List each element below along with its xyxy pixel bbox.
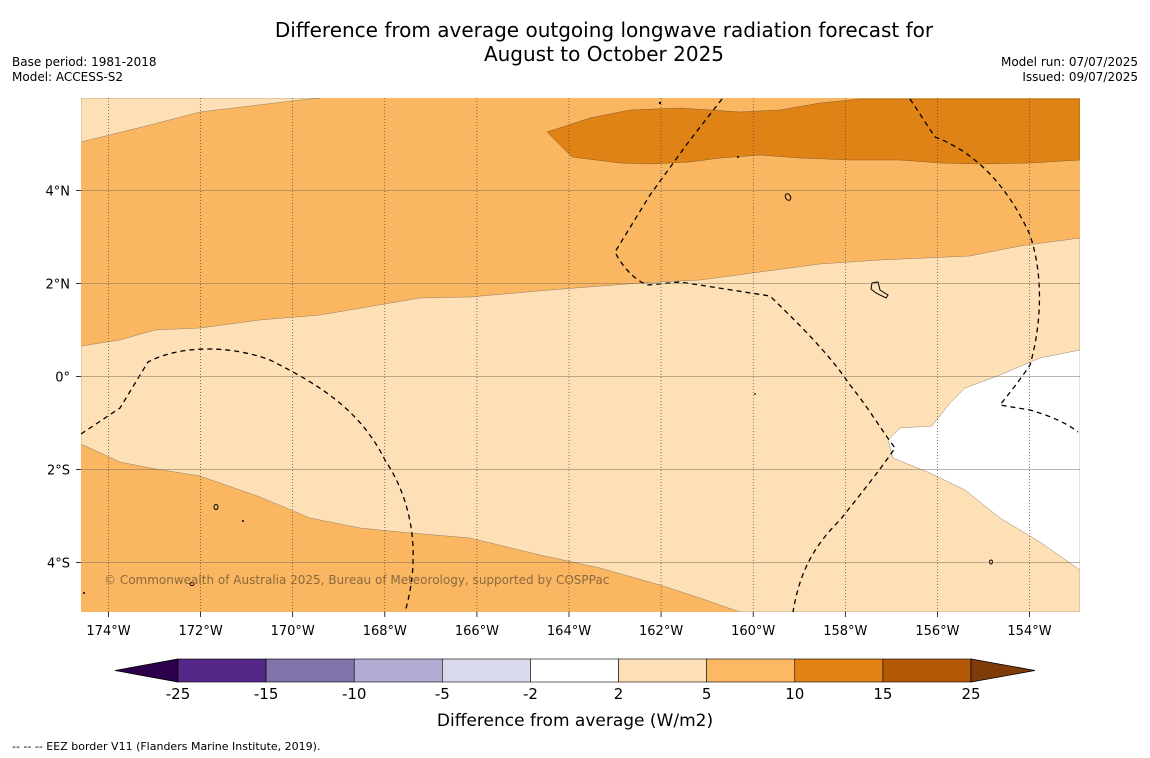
y-axis-tick-labels: 4°N 2°N 0° 2°S 4°S [46,185,81,572]
x-axis-tick-labels: 174°W 172°W 170°W 168°W 166°W 164°W 162°W 160°W… [86,612,1052,639]
island-marker [784,193,792,201]
eez-border-central [614,98,896,612]
colorbar: -25 -15 -10 -5 -2 2 5 10 15 25 [114,658,1036,703]
colorbar-segment [794,658,884,683]
colorbar-tick-label: -5 [435,685,450,703]
eez-border-west [81,348,414,612]
y-tick-label: 0° [55,371,70,386]
colorbar-segment [265,658,355,683]
island-marker [737,156,739,158]
title-line-2: August to October 2025 [483,42,725,66]
ol-band-2-5-central [81,237,1080,612]
colorbar-tick-label: 15 [873,685,892,703]
colorbar-tick-label: -15 [254,685,279,703]
x-tick-label: 166°W [455,624,499,639]
colorbar-segment [530,658,619,683]
ol-band-neutral [887,349,1080,571]
colorbar-tick-label: 10 [785,685,804,703]
y-tick-label: 4°S [47,557,70,572]
island-marker [989,559,993,565]
colorbar-tick-label: -10 [342,685,367,703]
island-marker [242,520,244,522]
x-tick-label: 162°W [639,624,683,639]
ol-band-10-15 [546,98,1080,165]
x-tick-label: 170°W [271,624,315,639]
x-tick-label: 154°W [1007,624,1051,639]
eez-borders [81,98,1079,612]
colorbar-tick-label: 25 [961,685,980,703]
colorbar-tick-label: -25 [166,685,191,703]
colorbar-segment [177,658,267,683]
x-tick-label: 156°W [915,624,959,639]
colorbar-extend-high [970,658,1036,683]
map-area [81,98,1080,612]
island-marker [213,504,219,510]
colorbar-segment [442,658,531,683]
colorbar-segment [353,658,443,683]
colorbar-tick-label: 2 [614,685,624,703]
meta-left: Base period: 1981-2018 Model: ACCESS-S2 [12,55,157,85]
y-tick-label: 2°S [47,464,70,479]
meta-right: Model run: 07/07/2025 Issued: 09/07/2025 [1001,55,1138,85]
colorbar-tick-label: 5 [702,685,712,703]
x-tick-label: 160°W [731,624,775,639]
island-marker [83,592,85,594]
model-run: Model run: 07/07/2025 [1000,55,1138,69]
small-islands [83,101,756,594]
colorbar-label: Difference from average (W/m2) [437,711,713,731]
x-tick-label: 168°W [363,624,407,639]
island-marker [754,393,756,395]
colorbar-segment [618,658,707,683]
island-marker [189,582,195,586]
base-period: Base period: 1981-2018 [12,55,157,69]
ol-band-2-5-northwest [81,98,321,143]
model-name: Model: ACCESS-S2 [12,70,124,84]
x-tick-label: 158°W [823,624,867,639]
eez-border-east [909,98,1079,433]
y-tick-label: 4°N [46,185,71,200]
title-line-1: Difference from average outgoing longwav… [274,18,934,42]
copyright-text: © Commonwealth of Australia 2025, Bureau… [104,573,609,587]
island-marker [658,101,662,105]
issued-date: Issued: 09/07/2025 [1022,70,1138,84]
grid-lines [81,98,1080,612]
map-title: Difference from average outgoing longwav… [204,18,1004,66]
colorbar-segment [882,658,972,683]
colorbar-segment [706,658,796,683]
eez-footnote: -- -- -- EEZ border V11 (Flanders Marine… [12,740,321,753]
x-tick-label: 172°W [179,624,223,639]
colorbar-tick-label: -2 [523,685,538,703]
colorbar-extend-low [114,658,179,683]
x-tick-label: 174°W [86,624,130,639]
y-tick-label: 2°N [46,278,71,293]
x-tick-label: 164°W [547,624,591,639]
